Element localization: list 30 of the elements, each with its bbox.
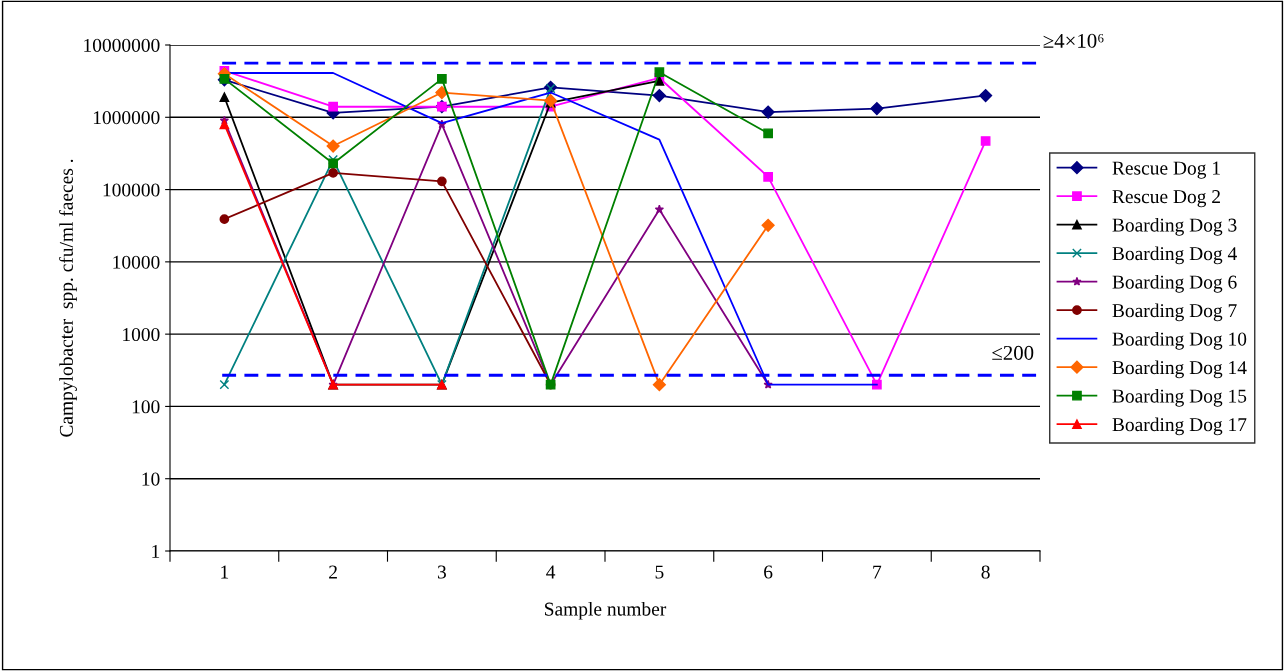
legend-label: Boarding Dog 10 — [1112, 331, 1247, 350]
x-tick-label: 5 — [655, 565, 664, 579]
x-axis-title: Sample number — [545, 601, 667, 620]
ref-line-label: ≤200 — [992, 345, 1034, 360]
x-tick-label: 8 — [981, 565, 990, 579]
y-tick-label: 1 — [152, 544, 160, 558]
legend-label: Boarding Dog 15 — [1112, 388, 1247, 407]
x-tick-label: 3 — [437, 565, 446, 579]
x-tick-label: 6 — [764, 565, 773, 579]
legend-label: Rescue Dog 2 — [1112, 190, 1220, 208]
ref-line-label: ≥4×10⁶ — [1043, 33, 1104, 48]
x-tick-label: 1 — [221, 565, 229, 579]
y-tick-label: 1000000 — [93, 111, 160, 125]
legend-label: Boarding Dog 17 — [1112, 417, 1247, 436]
x-tick-label: 7 — [873, 565, 882, 579]
legend-label: Boarding Dog 4 — [1112, 246, 1237, 265]
legend-label: Boarding Dog 6 — [1112, 274, 1237, 293]
y-tick-label: 100 — [132, 400, 160, 414]
x-tick-label: 2 — [329, 565, 337, 579]
legend-label: Boarding Dog 14 — [1112, 360, 1247, 379]
y-tick-label: 10 — [142, 472, 160, 486]
y-tick-label: 10000 — [113, 255, 160, 269]
legend-label: Boarding Dog 7 — [1112, 303, 1237, 322]
y-axis-title: Campylobacter spp. cfu/ml faeces . — [59, 159, 77, 437]
legend-label: Boarding Dog 3 — [1112, 217, 1237, 236]
y-tick-label: 1000 — [123, 327, 160, 342]
y-tick-label: 100000 — [103, 183, 160, 197]
legend-label: Rescue Dog 1 — [1112, 161, 1220, 179]
y-tick-label: 10000000 — [84, 38, 160, 52]
x-tick-label: 4 — [546, 565, 556, 579]
